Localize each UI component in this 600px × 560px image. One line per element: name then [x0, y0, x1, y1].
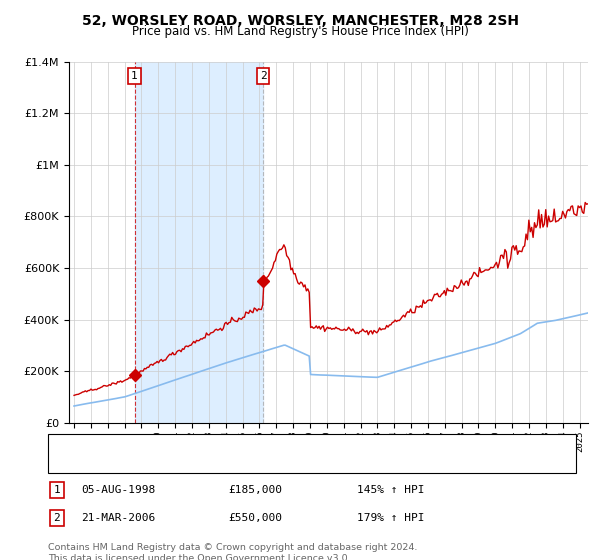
Text: HPI: Average price, detached house, Salford: HPI: Average price, detached house, Salf… [99, 459, 329, 468]
Text: 145% ↑ HPI: 145% ↑ HPI [357, 485, 425, 495]
Text: 52, WORSLEY ROAD, WORSLEY, MANCHESTER, M28 2SH: 52, WORSLEY ROAD, WORSLEY, MANCHESTER, M… [82, 14, 518, 28]
Text: 21-MAR-2006: 21-MAR-2006 [81, 513, 155, 523]
Text: 1: 1 [131, 71, 138, 81]
Text: 179% ↑ HPI: 179% ↑ HPI [357, 513, 425, 523]
Text: 1: 1 [53, 485, 61, 495]
Text: 2: 2 [53, 513, 61, 523]
Text: Contains HM Land Registry data © Crown copyright and database right 2024.
This d: Contains HM Land Registry data © Crown c… [48, 543, 418, 560]
Text: 05-AUG-1998: 05-AUG-1998 [81, 485, 155, 495]
Text: Price paid vs. HM Land Registry's House Price Index (HPI): Price paid vs. HM Land Registry's House … [131, 25, 469, 38]
Text: 52, WORSLEY ROAD, WORSLEY, MANCHESTER, M28 2SH (detached house): 52, WORSLEY ROAD, WORSLEY, MANCHESTER, M… [99, 440, 487, 450]
Bar [134, 62, 263, 423]
Text: £550,000: £550,000 [228, 513, 282, 523]
Text: 2: 2 [260, 71, 266, 81]
Text: £185,000: £185,000 [228, 485, 282, 495]
